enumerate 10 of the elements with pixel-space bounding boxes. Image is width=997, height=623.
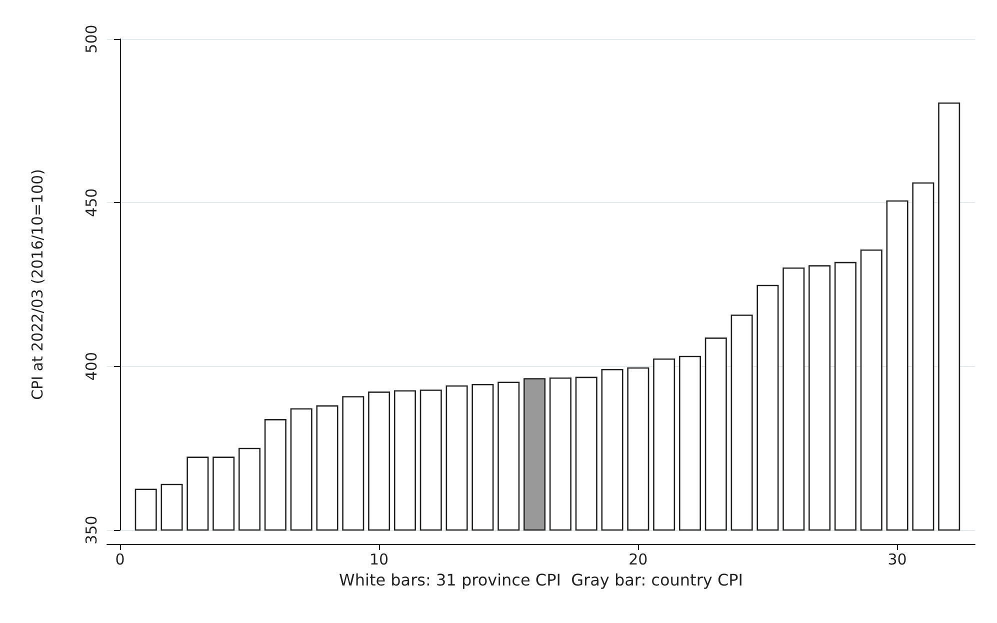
x-tick-label: 0 <box>115 550 125 568</box>
x-tick-label: 20 <box>628 550 648 568</box>
x-axis-title: White bars: 31 province CPI Gray bar: country CPI <box>339 570 743 590</box>
x-tick-label: 30 <box>888 550 907 568</box>
y-tick-label: 350 <box>82 516 100 544</box>
y-tick-label: 450 <box>82 188 100 217</box>
y-tick-label: 400 <box>82 352 100 381</box>
x-tick-label: 10 <box>370 550 389 568</box>
y-tick-label: 500 <box>82 24 100 54</box>
y-axis-title: CPI at 2022/03 (2016/10=100) <box>28 169 46 400</box>
